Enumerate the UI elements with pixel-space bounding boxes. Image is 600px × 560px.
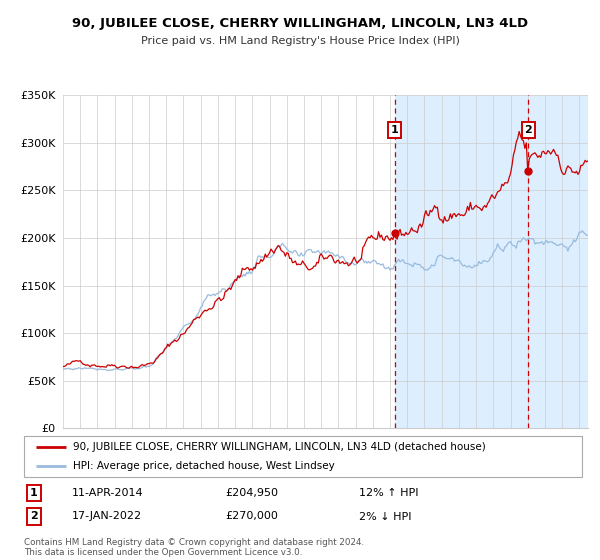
Text: 90, JUBILEE CLOSE, CHERRY WILLINGHAM, LINCOLN, LN3 4LD: 90, JUBILEE CLOSE, CHERRY WILLINGHAM, LI… [72, 17, 528, 30]
Text: HPI: Average price, detached house, West Lindsey: HPI: Average price, detached house, West… [73, 461, 335, 471]
FancyBboxPatch shape [24, 436, 582, 477]
Bar [395, 95, 588, 428]
Text: 2: 2 [30, 511, 38, 521]
Text: 1: 1 [391, 125, 398, 135]
Text: 90, JUBILEE CLOSE, CHERRY WILLINGHAM, LINCOLN, LN3 4LD (detached house): 90, JUBILEE CLOSE, CHERRY WILLINGHAM, LI… [73, 442, 486, 452]
Text: Contains HM Land Registry data © Crown copyright and database right 2024.: Contains HM Land Registry data © Crown c… [24, 538, 364, 547]
Text: This data is licensed under the Open Government Licence v3.0.: This data is licensed under the Open Gov… [24, 548, 302, 557]
Text: 11-APR-2014: 11-APR-2014 [71, 488, 143, 498]
Text: £204,950: £204,950 [225, 488, 278, 498]
Text: Price paid vs. HM Land Registry's House Price Index (HPI): Price paid vs. HM Land Registry's House … [140, 36, 460, 46]
Text: 17-JAN-2022: 17-JAN-2022 [71, 511, 142, 521]
Text: 2% ↓ HPI: 2% ↓ HPI [359, 511, 412, 521]
Text: £270,000: £270,000 [225, 511, 278, 521]
Text: 2: 2 [524, 125, 532, 135]
Text: 1: 1 [30, 488, 38, 498]
Text: 12% ↑ HPI: 12% ↑ HPI [359, 488, 418, 498]
